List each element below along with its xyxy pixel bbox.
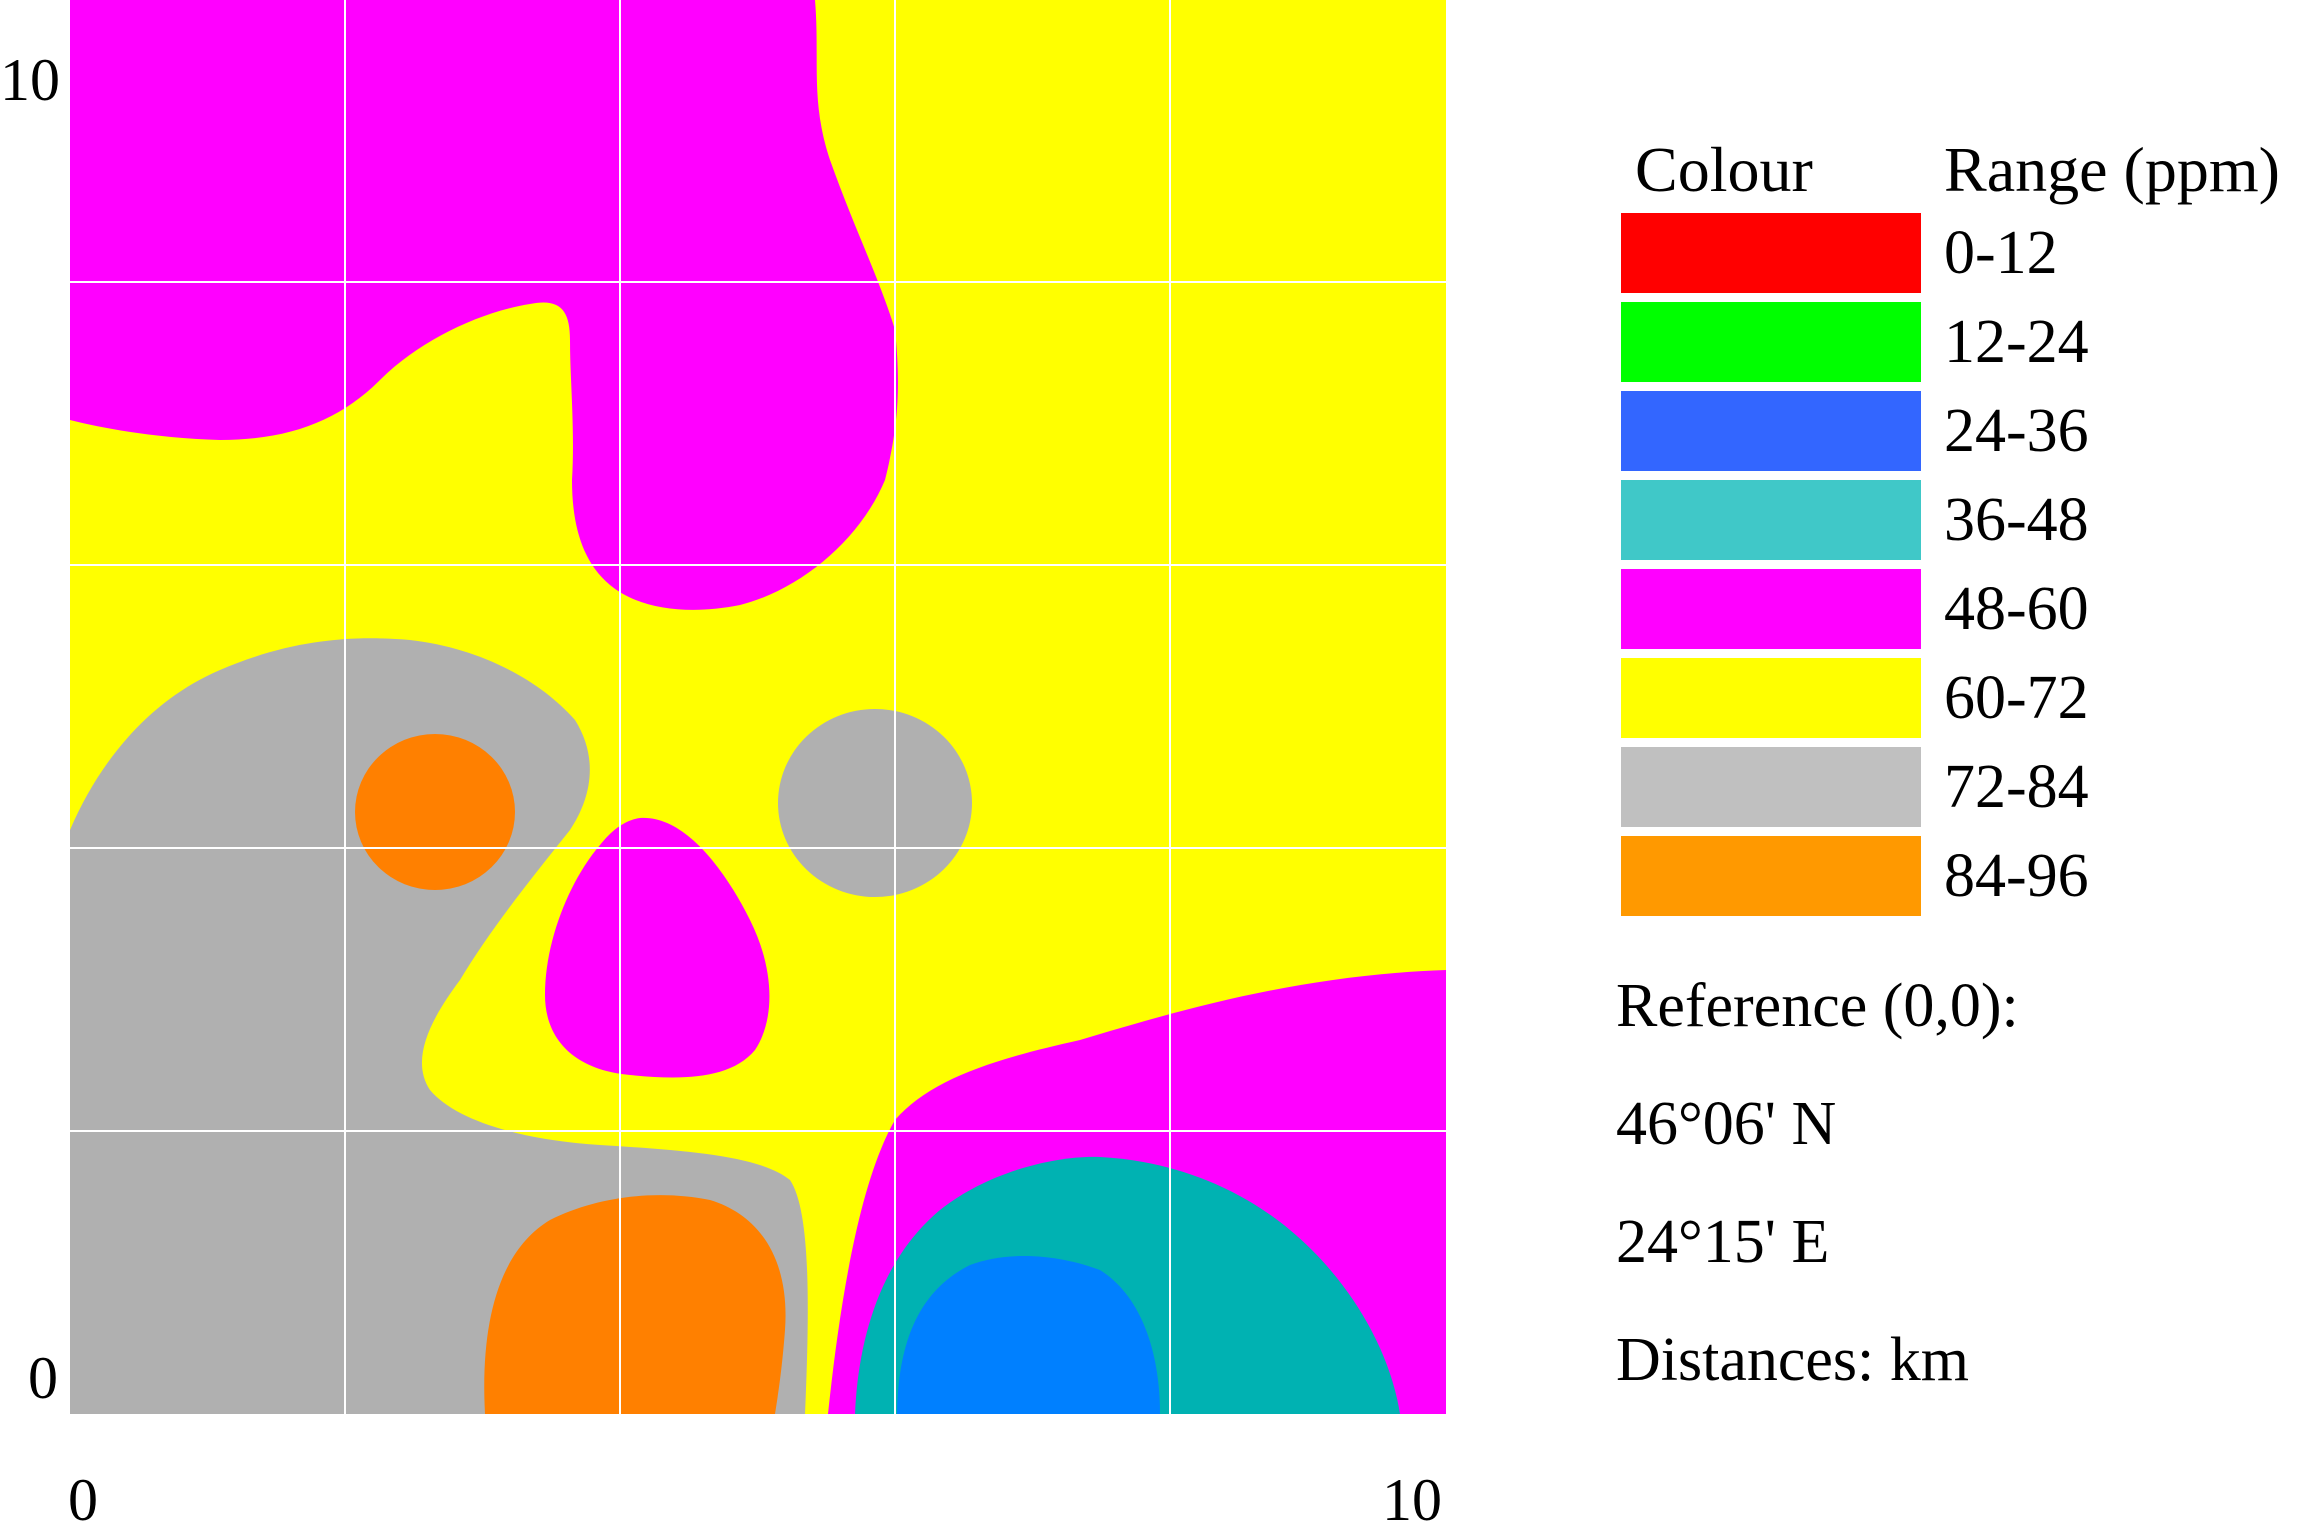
- legend-swatch: [1621, 480, 1921, 560]
- zone-gray-center: [778, 709, 972, 897]
- reference-longitude: 24°15' E: [1616, 1208, 1830, 1276]
- x-axis-left-label: 0: [68, 1467, 98, 1533]
- x-axis-right-label: 10: [1382, 1467, 1442, 1533]
- legend-swatch: [1621, 302, 1921, 382]
- legend-swatch: [1621, 569, 1921, 649]
- legend-swatch: [1621, 747, 1921, 827]
- zone-magenta-center: [545, 817, 770, 1078]
- legend-swatch: [1621, 836, 1921, 916]
- zone-orange-bottom: [484, 1195, 786, 1414]
- y-axis-bottom-label: 0: [28, 1345, 58, 1411]
- zone-magenta-top-left: [70, 0, 898, 610]
- reference-distance-units: Distances: km: [1616, 1326, 1969, 1394]
- legend-range-label: 60-72: [1944, 664, 2089, 732]
- y-axis-top-label: 10: [0, 47, 60, 113]
- zone-blue: [897, 1255, 1160, 1414]
- reference-origin-label: Reference (0,0):: [1616, 972, 2019, 1040]
- grid-lines: [70, 0, 1446, 1414]
- legend-swatch: [1621, 391, 1921, 471]
- legend-range-header: Range (ppm): [1944, 134, 2280, 205]
- legend-range-label: 36-48: [1944, 486, 2089, 554]
- reference-latitude: 46°06' N: [1616, 1090, 1837, 1158]
- legend-swatch: [1621, 658, 1921, 738]
- legend-range-label: 24-36: [1944, 397, 2089, 465]
- legend-range-label: 48-60: [1944, 575, 2089, 643]
- legend-range-label: 84-96: [1944, 842, 2089, 910]
- legend-range-label: 12-24: [1944, 308, 2089, 376]
- legend-swatch: [1621, 213, 1921, 293]
- zone-orange-spot: [355, 734, 515, 890]
- legend-colour-header: Colour: [1635, 134, 1813, 205]
- legend-range-label: 72-84: [1944, 753, 2089, 821]
- legend-range-label: 0-12: [1944, 219, 2058, 287]
